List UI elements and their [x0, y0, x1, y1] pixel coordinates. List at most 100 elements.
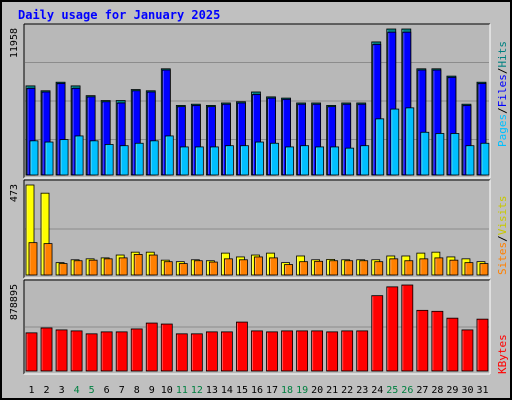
kbytes-bar: [371, 295, 384, 372]
sites-bar-face: [464, 262, 474, 276]
x-tick-label: 26: [401, 385, 413, 396]
x-tick-label: 17: [266, 385, 278, 396]
pages-bar-face: [330, 146, 340, 176]
pages-bar-face: [225, 145, 234, 176]
sites-bar: [58, 263, 68, 276]
legend-files: Files: [496, 74, 509, 107]
sites-bar-face: [208, 261, 218, 276]
sites-bar: [148, 254, 158, 276]
sites-bar-face: [449, 259, 459, 276]
sites-bar-face: [419, 258, 429, 276]
kbytes-bar: [40, 327, 53, 372]
kbytes-bar-face: [145, 322, 158, 372]
pages-bar: [225, 145, 234, 176]
kbytes-bar: [221, 331, 233, 372]
sites-bar: [239, 259, 248, 276]
sites-bar: [389, 258, 399, 276]
sites-bar: [224, 258, 233, 276]
x-tick-label: 13: [206, 385, 218, 396]
sites-bar-face: [299, 261, 308, 276]
legend-sites: Sites: [496, 242, 509, 275]
pages-bar: [209, 146, 219, 176]
pages-bar-face: [194, 146, 204, 176]
kbytes-bar: [25, 332, 38, 372]
pages-bar-face: [300, 145, 309, 176]
pages-bar-face: [480, 142, 490, 176]
kbytes-bar: [341, 330, 354, 372]
kbytes-bar-face: [461, 329, 474, 372]
pages-bar: [330, 146, 340, 176]
sites-bar: [314, 260, 324, 276]
x-tick-label: 29: [446, 385, 458, 396]
kbytes-bar: [236, 321, 248, 372]
x-tick-label: 6: [104, 385, 110, 396]
kbytes-bar-face: [236, 321, 248, 372]
kbytes-bar-face: [266, 331, 278, 372]
sites-bar: [163, 261, 173, 276]
kbytes-bar-face: [55, 329, 68, 372]
pages-bar-face: [104, 144, 114, 176]
sites-bar: [254, 256, 263, 276]
sites-bar: [374, 261, 384, 276]
sites-bar-face: [193, 260, 203, 276]
kbytes-bar: [130, 328, 143, 372]
x-tick-label: 9: [149, 385, 155, 396]
sites-bar: [178, 263, 188, 276]
x-tick-label: 22: [341, 385, 353, 396]
pages-bar: [300, 145, 309, 176]
sites-bar: [434, 257, 444, 276]
sites-bar-face: [269, 257, 278, 276]
pages-bar: [164, 135, 174, 176]
pages-bar: [450, 133, 460, 176]
kbytes-bar: [251, 330, 263, 372]
x-tick-label: 30: [461, 385, 473, 396]
pages-bar: [375, 118, 385, 176]
pages-bar-face: [119, 145, 129, 176]
kbytes-bar-face: [296, 330, 308, 372]
kbytes-bar: [190, 333, 203, 372]
pages-bar-face: [209, 146, 219, 176]
pages-bar: [240, 145, 249, 176]
pages-bar-face: [164, 135, 174, 176]
kbytes-bar: [266, 331, 278, 372]
kbytes-bar-face: [130, 328, 143, 372]
sites-bar: [479, 263, 489, 276]
pages-bar: [59, 139, 69, 176]
kbytes-bar: [175, 333, 188, 372]
pages-bar-face: [435, 133, 445, 176]
kbytes-bar: [296, 330, 308, 372]
sites-bar-face: [284, 264, 293, 276]
pages-bar-face: [89, 140, 99, 176]
sites-bar: [28, 242, 38, 276]
legend-kbytes: KBytes: [496, 334, 509, 374]
kbytes-bar-face: [446, 317, 459, 372]
sites-bar: [208, 261, 218, 276]
pages-bar-face: [465, 145, 475, 176]
pages-bar-face: [240, 145, 249, 176]
kbytes-bar-face: [311, 330, 324, 372]
x-tick-label: 28: [431, 385, 443, 396]
x-tick-label: 23: [356, 385, 368, 396]
pages-bar-face: [74, 135, 84, 176]
x-tick-label: 11: [176, 385, 188, 396]
kbytes-bar: [356, 330, 369, 372]
sites-bar: [344, 260, 354, 276]
kbytes-bar: [416, 309, 429, 372]
legend-pages: Pages: [496, 114, 509, 147]
kbytes-bar: [326, 331, 339, 372]
pages-bar: [104, 144, 114, 176]
x-tick-label: 25: [386, 385, 398, 396]
kbytes-bar-face: [85, 333, 98, 372]
sites-bar: [449, 259, 459, 276]
pages-bar: [29, 140, 39, 176]
pages-bar-face: [285, 146, 294, 176]
kbytes-bar: [55, 329, 68, 372]
hits-ymax-label: 11958: [9, 28, 20, 58]
sites-bar-face: [434, 257, 444, 276]
pages-bar-face: [29, 140, 39, 176]
kbytes-bar-face: [160, 323, 173, 372]
kbytes-bar: [386, 286, 399, 372]
sites-bar-face: [148, 254, 158, 276]
sites-bar-face: [344, 260, 354, 276]
pages-bar-face: [149, 140, 159, 176]
